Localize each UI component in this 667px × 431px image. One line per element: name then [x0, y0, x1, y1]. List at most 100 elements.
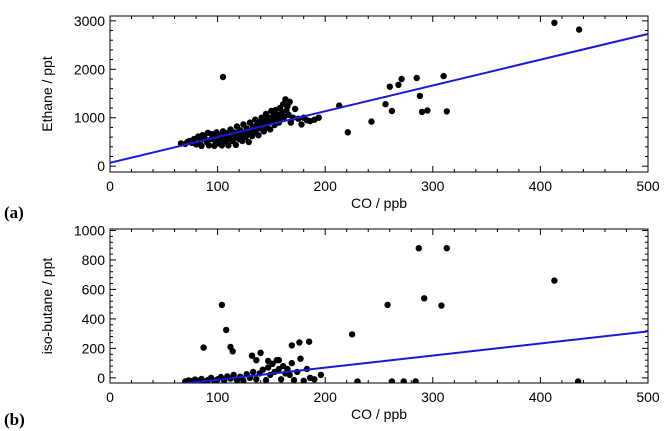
data-point: [354, 378, 361, 383]
fit-line-group: [179, 330, 648, 383]
data-point: [368, 118, 375, 125]
data-point: [398, 75, 405, 83]
data-point: [255, 132, 262, 139]
x-tick-label: 400: [529, 389, 553, 405]
data-point: [421, 295, 428, 302]
data-point: [551, 19, 558, 26]
data-point: [415, 245, 422, 252]
panel-label: (b): [4, 410, 25, 429]
x-tick-label: 0: [106, 178, 114, 194]
data-point: [344, 129, 351, 136]
data-point: [574, 378, 582, 383]
data-point: [400, 378, 407, 383]
y-tick-label: 1000: [74, 222, 105, 238]
data-point: [300, 377, 307, 383]
data-point: [200, 344, 207, 351]
y-tick-label: 600: [82, 281, 106, 297]
x-tick-label: 500: [636, 389, 660, 405]
data-point: [275, 357, 283, 364]
data-point: [438, 302, 445, 309]
data-point: [443, 108, 450, 115]
data-point: [416, 92, 424, 100]
data-point: [253, 376, 260, 383]
panel-label: (a): [4, 203, 24, 222]
x-tick-label: 100: [206, 389, 230, 405]
y-axis-title: Ethane / ppt: [39, 56, 55, 132]
data-point: [245, 138, 252, 146]
data-point: [259, 366, 266, 373]
data-point: [286, 98, 293, 106]
data-point: [230, 371, 237, 379]
data-point: [575, 26, 583, 33]
data-point: [412, 378, 419, 383]
x-tick-label: 0: [106, 389, 114, 405]
data-point: [382, 101, 389, 108]
data-point: [290, 376, 298, 383]
data-point: [424, 107, 431, 114]
panel-b: 0 100 200 300 400 500 0 200 400 600 800 1000 CO / pp…: [4, 222, 660, 429]
data-point: [298, 121, 305, 128]
data-point: [277, 376, 285, 383]
data-point: [291, 105, 299, 113]
x-tick-label: 300: [421, 178, 445, 194]
data-point: [286, 371, 293, 379]
data-point: [386, 83, 393, 90]
data-point: [249, 368, 257, 376]
x-tick-label: 300: [421, 389, 445, 405]
data-point: [418, 108, 426, 116]
data-point: [262, 376, 270, 383]
data-point: [311, 376, 318, 383]
y-axis-title: iso-butane / ppt: [39, 258, 55, 355]
data-point: [218, 301, 226, 309]
fit-line: [110, 32, 648, 164]
x-tick-label: 200: [314, 389, 338, 405]
plot-frame: [109, 228, 649, 384]
data-point: [240, 377, 247, 383]
data-point: [551, 277, 558, 284]
data-point: [315, 114, 322, 121]
y-tick-label: 1000: [74, 110, 105, 126]
y-tick-label: 800: [82, 252, 106, 268]
data-points: [177, 19, 583, 149]
fit-line-group: [110, 32, 648, 164]
data-point: [198, 142, 205, 149]
data-point: [305, 338, 313, 345]
data-points: [182, 245, 582, 383]
data-point: [288, 342, 295, 349]
data-point: [248, 352, 256, 359]
y-tick-label: 400: [82, 311, 106, 327]
data-point: [284, 365, 291, 373]
data-point: [265, 364, 272, 371]
data-point: [229, 348, 236, 355]
data-point: [440, 72, 447, 80]
x-axis-title: CO / ppb: [351, 195, 407, 211]
data-point: [287, 119, 294, 126]
fit-line: [179, 330, 648, 383]
data-point: [219, 73, 227, 81]
y-tick-label: 0: [97, 158, 105, 174]
data-point: [267, 126, 274, 133]
plot-frame: [109, 15, 649, 173]
data-point: [348, 331, 356, 338]
y-tick-label: 0: [97, 370, 105, 386]
x-tick-label: 400: [529, 178, 553, 194]
data-point: [388, 107, 396, 115]
data-point: [443, 245, 450, 252]
data-point: [317, 371, 325, 379]
data-point: [265, 357, 272, 365]
data-point: [296, 339, 303, 346]
x-tick-label: 200: [314, 178, 338, 194]
data-point: [384, 301, 391, 309]
data-point: [253, 357, 260, 364]
y-tick-label: 2000: [74, 61, 105, 77]
panel-a: 0 100 200 300 400 500 0 1000 2000 3000 CO / ppb Eth…: [4, 13, 660, 222]
y-tick-label: 200: [82, 340, 106, 356]
data-point: [288, 359, 295, 367]
data-point: [205, 142, 213, 149]
data-point: [395, 81, 402, 89]
data-point: [225, 142, 232, 149]
data-point: [257, 349, 264, 356]
y-tick-label: 3000: [74, 13, 105, 29]
data-point: [232, 141, 240, 149]
